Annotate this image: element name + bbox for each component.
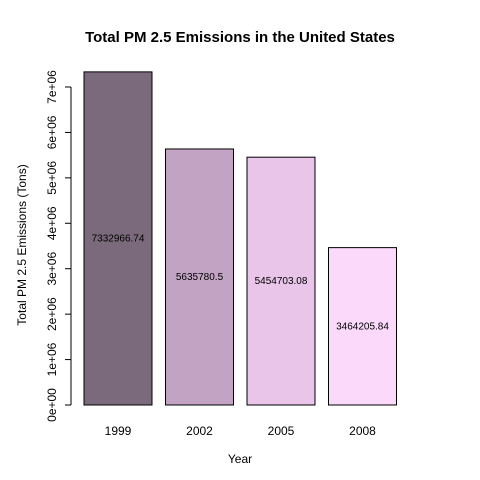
data-label-2008: 3464205.84: [336, 321, 389, 332]
y-tick-label-2: 2e+06: [45, 297, 59, 331]
data-label-1999: 7332966.74: [92, 233, 145, 244]
x-axis-ticks: 1999 2002 2005 2008: [105, 424, 377, 438]
bar-2008: [328, 247, 397, 406]
y-tick-label-4: 4e+06: [45, 206, 59, 240]
x-tick-label-2002: 2002: [186, 424, 213, 438]
x-axis-label: Year: [228, 452, 252, 466]
y-tick-label-3: 3e+06: [45, 252, 59, 286]
bar-2005: [246, 156, 316, 406]
x-tick-label-2005: 2005: [268, 424, 295, 438]
y-tick-label-7: 7e+06: [45, 70, 59, 104]
y-tick-label-5: 5e+06: [45, 161, 59, 195]
y-axis-label: Total PM 2.5 Emissions (Tons): [15, 164, 29, 325]
y-tick-label-6: 6e+06: [45, 115, 59, 149]
data-label-2005: 5454703.08: [255, 276, 308, 287]
y-axis: 0e+00 1e+06 2e+06 3e+06 4e+06 5e+06 6e+06 7e+06: [45, 70, 72, 422]
bar-1999: [83, 71, 153, 406]
bar-2002: [165, 148, 234, 406]
bars-layer: 7332966.74 5635780.5 5454703.08 3464205.84: [83, 71, 397, 406]
y-tick-label-1: 1e+06: [45, 342, 59, 376]
data-label-2002: 5635780.5: [176, 272, 224, 283]
y-tick-label-0: 0e+00: [45, 388, 59, 422]
chart-title: Total PM 2.5 Emissions in the United Sta…: [85, 29, 395, 46]
x-tick-label-1999: 1999: [105, 424, 132, 438]
x-tick-label-2008: 2008: [349, 424, 376, 438]
